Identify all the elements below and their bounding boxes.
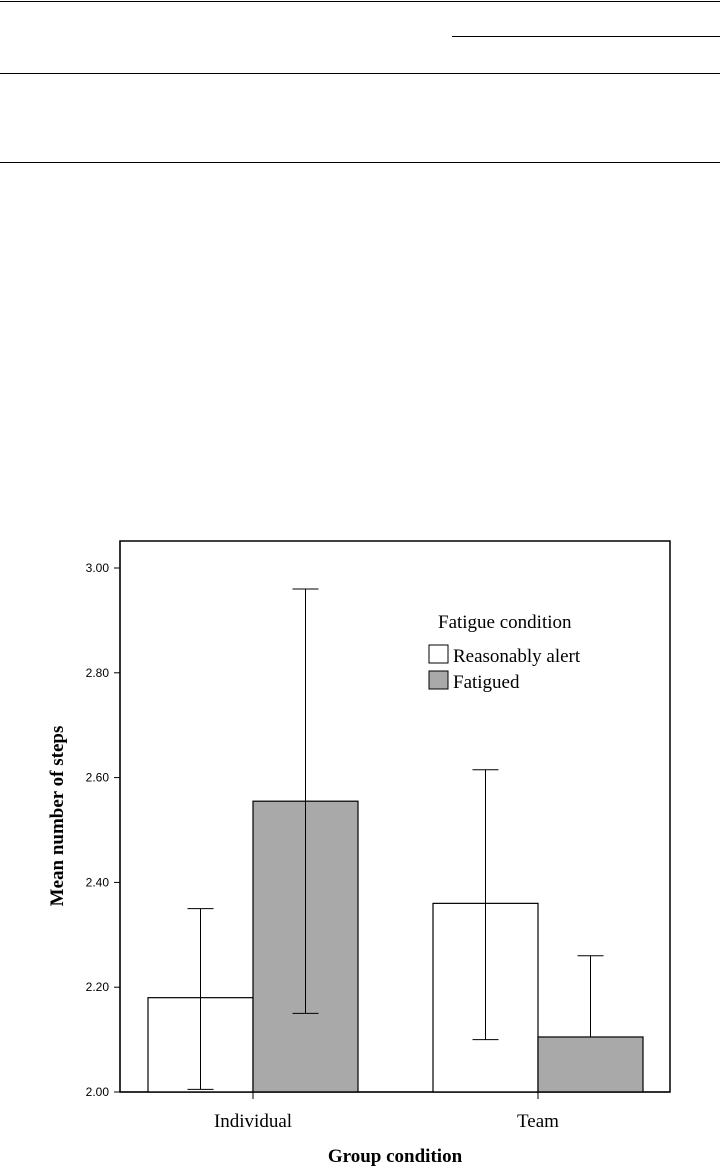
y-axis-label: Mean number of steps bbox=[47, 726, 68, 907]
header-bottom-rule bbox=[0, 73, 720, 74]
x-tick-label: Team bbox=[517, 1111, 559, 1132]
legend-label-alert: Reasonably alert bbox=[453, 646, 581, 667]
top-rule bbox=[0, 1, 720, 2]
table-bottom-rule bbox=[0, 162, 720, 163]
y-axis: 2.00 2.20 2.40 2.60 2.80 3.00 bbox=[86, 541, 121, 1099]
bars-layer bbox=[147, 800, 644, 1093]
bar-team-fatigued bbox=[537, 1036, 644, 1093]
error-bars-layer bbox=[187, 588, 604, 1090]
error-bar bbox=[292, 588, 319, 1014]
x-tick-label: Individual bbox=[214, 1111, 292, 1132]
y-tick-label: 2.80 bbox=[86, 666, 110, 680]
x-axis: Individual Team bbox=[120, 1091, 670, 1132]
legend-label-fatigued: Fatigued bbox=[453, 672, 520, 693]
error-bar bbox=[472, 769, 499, 1041]
legend-swatch-fatigued bbox=[428, 670, 449, 690]
error-bar bbox=[577, 955, 604, 1038]
y-tick-label: 3.00 bbox=[86, 561, 110, 575]
y-tick-label: 2.60 bbox=[86, 771, 110, 785]
x-axis-label: Group condition bbox=[328, 1146, 463, 1167]
y-tick-label: 2.00 bbox=[86, 1085, 110, 1099]
legend-swatch-alert bbox=[428, 644, 449, 664]
header-subrule bbox=[452, 36, 720, 37]
legend: Fatigue condition Reasonably alert Fatig… bbox=[428, 612, 581, 693]
y-tick-label: 2.20 bbox=[86, 980, 110, 994]
legend-title: Fatigue condition bbox=[438, 612, 572, 633]
error-bar bbox=[187, 908, 214, 1090]
y-tick-label: 2.40 bbox=[86, 875, 110, 889]
